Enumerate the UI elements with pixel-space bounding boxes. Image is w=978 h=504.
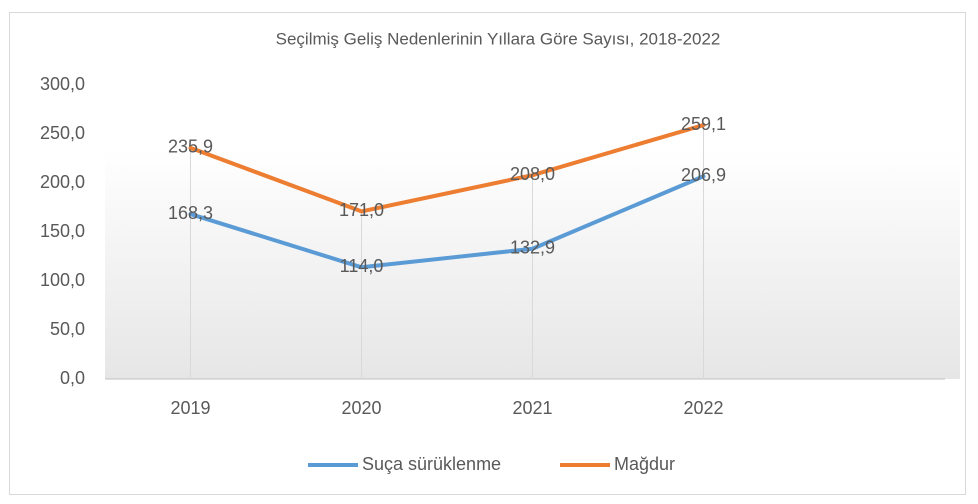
x-tick-label: 2022: [683, 398, 723, 418]
y-tick-label: 0,0: [60, 368, 85, 388]
data-label: 168,3: [168, 203, 213, 223]
legend-label: Mağdur: [614, 454, 675, 474]
data-label: 171,0: [339, 200, 384, 220]
y-tick-label: 100,0: [40, 270, 85, 290]
y-tick-label: 50,0: [50, 319, 85, 339]
x-tick-label: 2021: [512, 398, 552, 418]
x-tick-label: 2019: [170, 398, 210, 418]
series-line: [188, 123, 706, 214]
x-tick-label: 2020: [341, 398, 381, 418]
y-tick-label: 300,0: [40, 74, 85, 94]
legend-label: Suça sürüklenme: [362, 454, 501, 474]
data-label: 114,0: [340, 256, 384, 276]
y-tick-label: 150,0: [40, 221, 85, 241]
data-label: 208,0: [510, 164, 555, 184]
data-label: 132,9: [510, 238, 555, 258]
y-tick-label: 250,0: [40, 123, 85, 143]
data-label: 235,9: [168, 137, 213, 157]
y-tick-label: 200,0: [40, 172, 85, 192]
chart-title: Seçilmiş Geliş Nedenlerinin Yıllara Göre…: [276, 29, 721, 48]
data-label: 259,1: [681, 114, 726, 134]
series-line: [188, 174, 706, 270]
data-label: 206,9: [681, 165, 726, 185]
